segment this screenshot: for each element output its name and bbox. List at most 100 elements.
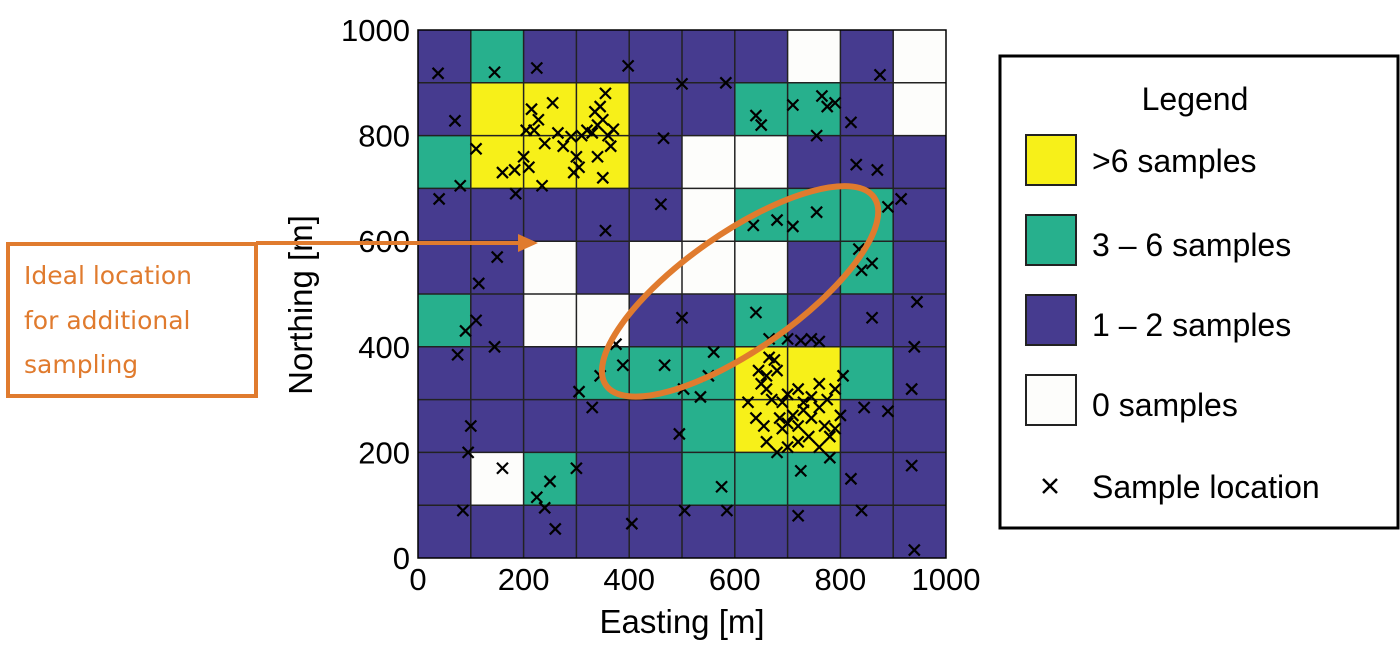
sample-marker [530,491,544,504]
grid-cell [787,82,841,136]
grid-cell [470,505,524,559]
grid-cell [893,30,947,84]
sample-marker [810,129,823,142]
grid-cell [682,294,736,348]
sample-marker [781,332,794,346]
x-tick-label: 0 [409,562,426,597]
grid-cell [629,82,683,136]
sample-marker [749,411,763,425]
sample-marker [451,348,464,361]
sample-marker [791,435,805,449]
grid-cell [470,346,524,400]
grid-cell [629,188,683,242]
sample-marker [522,161,536,174]
sample-marker [768,353,781,367]
grid-cell [893,188,947,242]
grid-cell [840,346,894,400]
grid-cell [840,505,894,559]
sample-marker [496,166,509,179]
x-tick-labels: 0 200 400 600 800 1000 [409,562,980,597]
sample-marker [508,163,521,177]
sample-marker [675,77,689,91]
legend-swatch-1to2 [1025,294,1077,346]
annotation-line-1: Ideal location [24,261,192,290]
sample-marker [865,257,879,270]
sample-marker [770,213,784,227]
sample-marker [532,113,545,127]
grid-cell [734,188,788,242]
sample-marker [781,388,794,401]
sample-marker [881,404,895,418]
sample-marker [894,192,908,206]
grid-cell [523,188,577,242]
sample-marker [786,98,800,112]
plot-frame [417,29,947,559]
sample-marker [538,501,551,515]
sample-marker [657,131,670,145]
sample-marker [828,96,842,110]
sample-marker [621,59,635,73]
sample-marker [616,359,630,372]
sample-marker [844,116,858,129]
legend-title: Legend [1142,81,1249,117]
grid-cell [734,241,788,295]
grid-cell [734,452,788,506]
sample-marker [805,390,818,404]
grid-cell [787,241,841,295]
grid-cell [418,241,472,295]
legend-frame [998,54,1400,530]
sample-marker [654,197,668,211]
grid-cell [840,30,894,84]
sample-marker [596,171,610,185]
legend-label-gt6: >6 samples [1092,143,1257,179]
sample-marker [776,395,789,409]
grid-cell [682,82,736,136]
sample-marker [530,61,544,75]
x-tick-label: 200 [498,562,550,597]
sample-marker [625,517,639,530]
grid-cell [418,135,472,189]
grid-cell [682,346,736,400]
grid-cell [893,294,947,348]
sample-marker [741,395,755,409]
grid-cell [418,188,472,242]
legend-label-sample-location: Sample location [1092,469,1320,505]
grid-cell [893,135,947,189]
annotation-line-3: sampling [24,350,138,379]
legend-swatch-3to6 [1025,214,1077,266]
sample-marker [791,419,805,433]
sample-marker [472,277,485,290]
sample-marker [747,219,760,232]
sample-marker [905,459,918,472]
sample-marker [570,461,583,475]
sample-marker [760,369,773,383]
sample-marker [488,340,501,354]
sample-marker [786,409,800,422]
grid-cell [682,135,736,189]
grid-cell [682,241,736,295]
sample-marker [527,124,541,137]
sample-marker [707,345,720,359]
sample-marker [538,137,551,150]
grid-cell [787,30,841,84]
grid-cell [734,135,788,189]
sample-marker [754,118,768,132]
sample-marker [823,451,837,464]
sample-marker [658,359,671,372]
sample-marker [490,250,504,264]
sample-marker [549,522,562,536]
sample-marker [469,314,483,327]
sample-marker [855,504,868,517]
sample-marker [464,419,478,433]
sample-marker [794,464,808,478]
grid-cell [840,82,894,136]
sample-marker [881,200,895,214]
sample-marker [572,385,586,398]
annotation-arrow-head [518,234,538,252]
sample-marker [509,187,522,200]
grid-cell [418,399,472,453]
x-tick-label: 1000 [912,562,981,597]
sample-marker [805,411,818,425]
